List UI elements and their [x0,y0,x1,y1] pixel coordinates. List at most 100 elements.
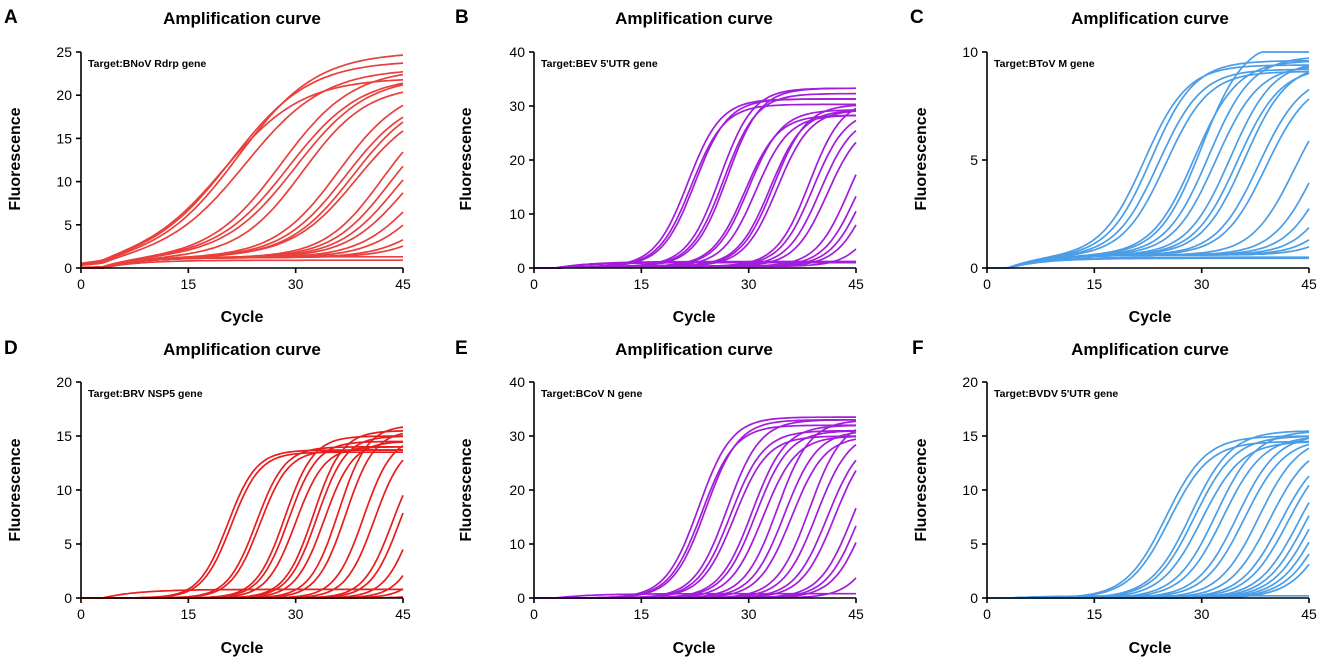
y-tick-label: 0 [970,260,978,276]
y-tick-label: 40 [509,374,525,390]
curve-group [987,430,1310,599]
amplification-curve-8 [81,430,404,599]
chart-b: B Amplification curve Cycle Fluorescence… [455,7,864,326]
x-tick-label: 45 [395,276,411,292]
panel-a: A Amplification curve Cycle Fluorescence… [0,0,441,330]
y-tick-label: 10 [509,536,525,552]
amplification-curve-6 [80,82,404,269]
target-annotation: Target:BEV 5'UTR gene [541,58,658,70]
y-tick-label: 5 [64,536,72,552]
y-axis-label: Fluorescence [913,438,930,541]
y-tick-label: 20 [509,152,525,168]
target-annotation: Target:BNoV Rdrp gene [88,58,206,70]
chart-title: Amplification curve [163,9,321,28]
plot-area: Target:BNoV Rdrp gene 0 15 30 45 0 5 10 15 20 25 [56,44,411,292]
x-tick-label: 15 [634,276,650,292]
amplification-curve-9 [81,435,404,599]
curve-group [80,54,404,269]
x-tick-label: 30 [288,606,304,622]
plot-area: Target:BVDV 5'UTR gene 0 15 30 45 0 5 10 15 20 [962,374,1317,622]
x-tick-label: 0 [530,606,538,622]
x-axis-label: Cycle [673,309,716,326]
y-tick-label: 20 [962,374,978,390]
y-tick-label: 10 [962,482,978,498]
amplification-curve-2 [80,62,404,265]
y-tick-label: 5 [970,536,978,552]
x-tick-label: 30 [288,276,304,292]
panel-e: E Amplification curve Cycle Fluorescence… [455,331,896,661]
x-tick-label: 15 [181,276,197,292]
y-axis-label: Fluorescence [7,107,24,210]
curve-group [534,87,857,269]
amplification-curve-4 [987,435,1310,599]
x-tick-label: 0 [983,606,991,622]
amplification-curve-10 [81,441,404,599]
target-annotation: Target:BCoV N gene [541,388,642,400]
amplification-curve-3 [80,54,404,266]
panel-letter: E [455,338,468,359]
x-tick-label: 0 [77,606,85,622]
x-tick-label: 15 [1087,606,1103,622]
y-tick-label: 15 [56,130,72,146]
y-tick-label: 0 [517,260,525,276]
x-tick-label: 15 [181,606,197,622]
amplification-curve-19 [987,246,1310,269]
chart-title: Amplification curve [163,340,321,359]
panel-letter: F [912,338,924,359]
y-tick-label: 30 [509,98,525,114]
chart-e: E Amplification curve Cycle Fluorescence… [455,338,864,657]
x-tick-label: 0 [983,276,991,292]
x-tick-label: 0 [77,276,85,292]
amplification-curve-8 [987,437,1310,599]
y-tick-label: 0 [517,590,525,606]
y-tick-label: 20 [56,374,72,390]
chart-f: F Amplification curve Cycle Fluorescence… [912,338,1317,657]
x-tick-label: 15 [1087,276,1103,292]
amplification-curve-9 [81,104,404,269]
y-tick-label: 0 [64,260,72,276]
plot-area: Target:BCoV N gene 0 15 30 45 0 10 20 30 40 [509,374,864,622]
amplification-curve-14 [81,459,404,599]
plot-area: Target:BEV 5'UTR gene 0 15 30 45 0 10 20 30 40 [509,44,864,292]
y-tick-label: 15 [56,428,72,444]
panel-letter: A [4,7,18,28]
amplification-curve-2 [81,451,403,599]
amplification-curve-21 [534,248,857,269]
target-annotation: Target:BToV M gene [994,58,1095,70]
x-axis-label: Cycle [1129,640,1172,657]
panel-c: C Amplification curve Cycle Fluorescence… [908,0,1325,330]
amplification-curve-5 [987,441,1310,599]
amplification-curve-4 [80,70,404,266]
amplification-curve-21 [987,257,1309,269]
y-tick-label: 10 [56,174,72,190]
curve-group [986,51,1310,269]
y-tick-label: 20 [56,87,72,103]
amplification-curve-22 [81,259,403,269]
plot-area: Target:BToV M gene 0 15 30 45 0 5 10 [962,44,1317,292]
amplification-curve-10 [987,447,1310,599]
y-tick-label: 0 [970,590,978,606]
amplification-curve-21 [81,588,403,599]
amplification-curve-15 [81,494,404,599]
amplification-curve-21 [534,592,856,599]
target-annotation: Target:BVDV 5'UTR gene [994,388,1118,400]
x-tick-label: 45 [848,606,864,622]
amplification-curve-6 [81,440,403,599]
chart-title: Amplification curve [615,340,773,359]
amplification-curve-1 [81,449,403,599]
amplification-curve-2 [987,440,1310,599]
amplification-curve-14 [534,119,857,269]
chart-title: Amplification curve [1071,9,1229,28]
chart-d: D Amplification curve Cycle Fluorescence… [4,338,411,657]
amplification-curve-9 [987,443,1310,599]
y-tick-label: 5 [64,217,72,233]
x-tick-label: 45 [1301,276,1317,292]
amplification-curve-7 [80,83,404,269]
amplification-curve-1 [80,78,404,265]
x-tick-label: 30 [1194,276,1210,292]
y-tick-label: 10 [509,206,525,222]
amplification-curve-2 [987,59,1309,269]
y-axis-label: Fluorescence [458,438,475,541]
y-tick-label: 0 [64,590,72,606]
x-tick-label: 15 [634,606,650,622]
